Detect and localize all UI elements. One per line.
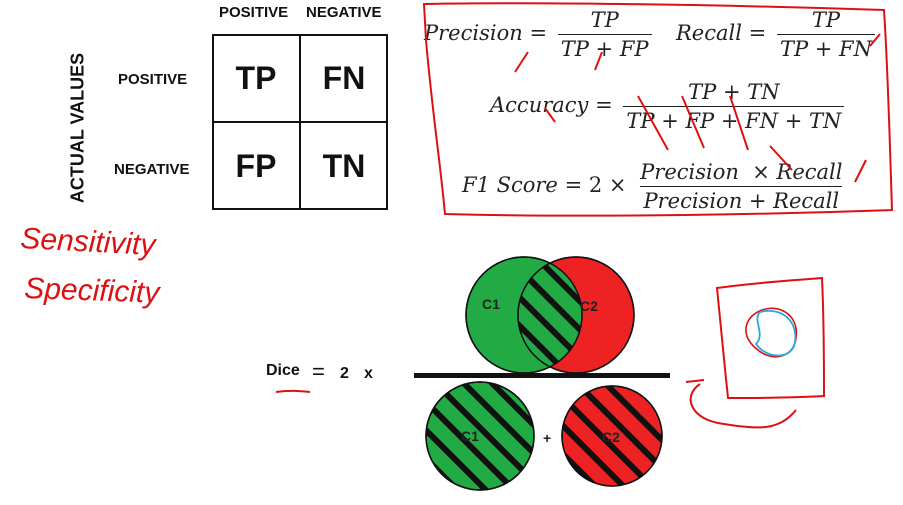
handwritten-notes: Sensitivity Specificity xyxy=(20,222,162,310)
venn-label-c2: C2 xyxy=(580,298,598,314)
ink-tick-5 xyxy=(637,95,669,151)
precision-denominator: TP + FP xyxy=(557,34,652,61)
recall-formula: Recall = TP TP + FN xyxy=(676,8,879,61)
ink-tick-9 xyxy=(854,159,867,183)
dice-label: Dice xyxy=(266,362,300,379)
f1-numerator: Precision × Recall xyxy=(640,160,843,184)
ink-loop-blue xyxy=(754,310,797,357)
venn-intersection xyxy=(518,257,582,373)
dice-factor: 2 xyxy=(340,365,349,382)
ink-tick-1 xyxy=(514,51,529,73)
note-specificity: Specificity xyxy=(24,272,162,310)
venn-label-c1: C1 xyxy=(482,296,500,312)
accuracy-name: Accuracy xyxy=(490,93,589,117)
recall-fraction: TP TP + FN xyxy=(776,8,875,61)
ink-tick-7 xyxy=(729,95,749,151)
f1-name: F1 Score xyxy=(462,173,558,197)
dice-underline xyxy=(275,389,311,393)
column-header-negative: NEGATIVE xyxy=(306,4,382,21)
dice-plus: + xyxy=(543,430,552,446)
f1-denominator: Precision + Recall xyxy=(640,186,843,213)
cell-tp: TP xyxy=(235,59,277,96)
accuracy-numerator: TP + TN xyxy=(688,80,780,104)
ink-square xyxy=(715,276,826,400)
bottom-label-c1: C1 xyxy=(461,428,479,444)
recall-name: Recall xyxy=(676,21,742,45)
cell-fn: FN xyxy=(322,59,366,96)
f1-eq: = 2 × xyxy=(564,173,627,197)
f1-fraction: Precision × Recall Precision + Recall xyxy=(637,160,845,213)
column-header-positive: POSITIVE xyxy=(219,4,289,21)
precision-numerator: TP xyxy=(590,8,619,32)
recall-numerator: TP xyxy=(811,8,841,32)
row-header-positive: POSITIVE xyxy=(118,71,188,88)
dice-equals: = xyxy=(312,359,325,384)
precision-fraction: TP TP + FP xyxy=(557,8,652,61)
cell-tn: TN xyxy=(322,147,366,184)
f1-formula: F1 Score = 2 × Precision × Recall Precis… xyxy=(462,160,849,213)
dice-times: x xyxy=(364,365,373,382)
ink-tick-8 xyxy=(769,145,793,171)
bottom-label-c2: C2 xyxy=(602,429,620,445)
precision-name: Precision xyxy=(424,21,523,45)
ink-arrow xyxy=(689,383,797,429)
precision-eq: = xyxy=(529,21,548,45)
recall-eq: = xyxy=(748,21,767,45)
precision-formula: Precision = TP TP + FP xyxy=(424,8,656,61)
row-header-negative: NEGATIVE xyxy=(114,161,190,178)
ink-tick-4 xyxy=(544,107,556,123)
dice-fraction-bar xyxy=(414,373,670,378)
cell-fp: FP xyxy=(235,147,277,184)
ink-arrow-tail xyxy=(685,379,705,383)
formula-box-outline xyxy=(422,2,894,217)
ink-tick-2 xyxy=(594,51,603,71)
accuracy-eq: = xyxy=(595,93,613,117)
recall-denominator: TP + FN xyxy=(776,34,875,61)
note-sensitivity: Sensitivity xyxy=(20,222,159,262)
ink-tick-6 xyxy=(681,95,705,149)
ink-tick-3 xyxy=(869,33,881,47)
confusion-matrix: TP FN FP TN xyxy=(212,34,388,210)
